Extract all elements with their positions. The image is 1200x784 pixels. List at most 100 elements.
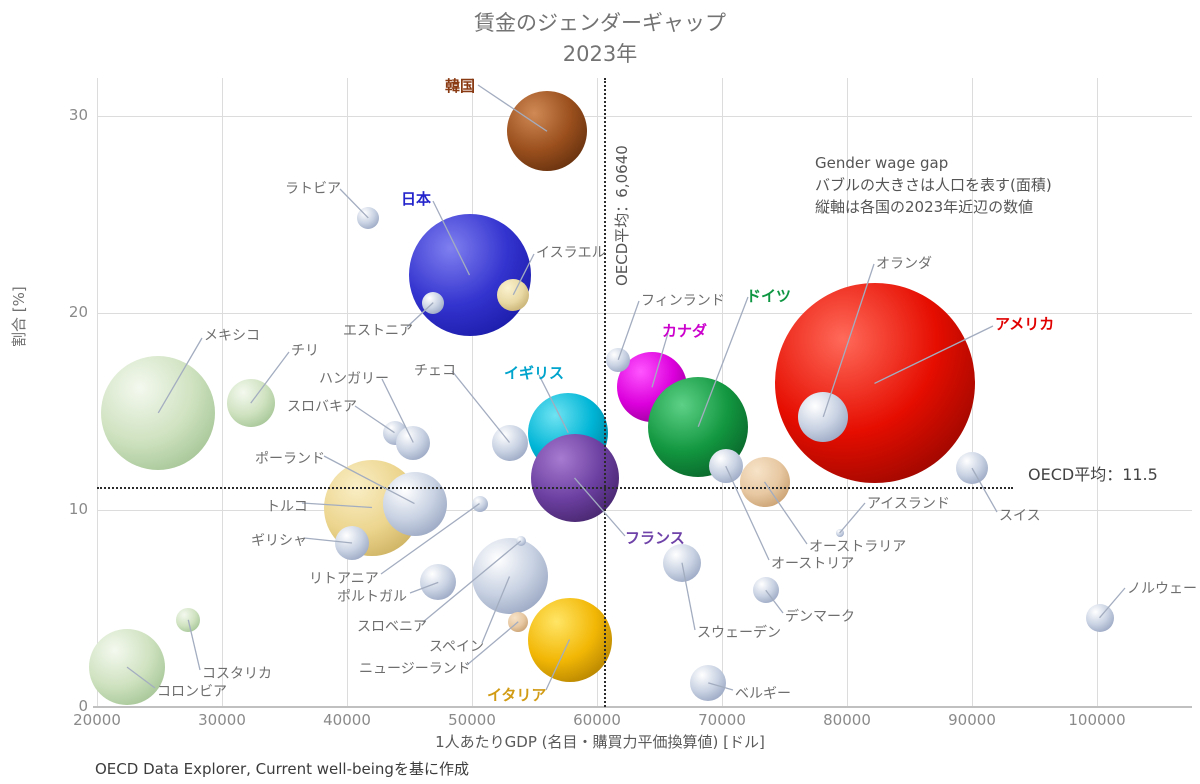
country-label-finland: フィンランド <box>641 293 725 309</box>
bubble-hungary <box>396 425 431 460</box>
bubble-chile <box>226 379 275 428</box>
annotation-line-1: Gender wage gap <box>815 154 949 172</box>
bubble-costarica <box>176 607 201 632</box>
bubble-usa <box>774 283 975 484</box>
country-label-iceland: アイスランド <box>867 496 950 512</box>
y-gridline <box>97 312 1192 314</box>
bubble-estonia <box>422 291 445 314</box>
bubble-austria <box>708 449 743 484</box>
country-label-turkey: トルコ <box>266 499 308 515</box>
x-gridline <box>472 78 473 707</box>
chart-title-line1: 賃金のジェンダーギャップ <box>474 11 726 35</box>
oecd-average-gap-label: OECD平均：11.5 <box>1028 465 1158 484</box>
bubble-switzerland <box>956 452 988 485</box>
x-axis-line <box>93 705 1192 708</box>
bubble-netherlands <box>798 391 849 442</box>
source-note: OECD Data Explorer, Current well-beingを基… <box>95 760 469 778</box>
bubble-greece <box>335 525 369 560</box>
country-label-germany: ドイツ <box>746 287 792 305</box>
country-label-greece: ギリシャ <box>251 533 307 549</box>
x-tick-label: 80000 <box>823 711 871 729</box>
country-label-netherlands: オランダ <box>876 256 932 272</box>
country-label-mexico: メキシコ <box>204 328 260 344</box>
country-label-estonia: エストニア <box>343 323 413 339</box>
country-label-japan: 日本 <box>401 190 432 208</box>
country-label-slovakia: スロバキア <box>287 399 357 415</box>
country-label-chile: チリ <box>291 343 319 359</box>
x-tick-label: 40000 <box>323 711 371 729</box>
x-tick-label: 50000 <box>448 711 496 729</box>
country-label-australia: オーストラリア <box>809 539 907 555</box>
chart-title-line2: 2023年 <box>562 42 638 66</box>
country-label-denmark: デンマーク <box>785 609 855 625</box>
x-tick-label: 20000 <box>73 711 121 729</box>
oecd-average-gap-line <box>97 487 1013 489</box>
country-label-czechia: チェコ <box>414 363 456 379</box>
x-tick-label: 70000 <box>698 711 746 729</box>
x-tick-label: 60000 <box>573 711 621 729</box>
bubble-japan <box>408 214 531 337</box>
country-label-belgium: ベルギー <box>735 686 791 702</box>
bubble-slovenia <box>515 536 526 547</box>
country-label-norway: ノルウェー <box>1127 581 1197 597</box>
country-label-korea: 韓国 <box>445 77 476 95</box>
country-label-sweden: スウェーデン <box>697 625 781 641</box>
bubble-mexico <box>101 355 216 470</box>
bubble-israel <box>497 278 530 311</box>
country-label-colombia: コロンビア <box>157 684 227 700</box>
bubble-colombia <box>89 629 165 706</box>
chart-annotation: Gender wage gap バブルの大きさは人口を表す(面積) 縦軸は各国の… <box>815 152 1052 218</box>
country-label-italy: イタリア <box>487 686 547 704</box>
country-label-lithuania: リトアニア <box>309 571 379 587</box>
country-label-france: フランス <box>625 529 685 547</box>
bubble-denmark <box>752 577 779 604</box>
x-gridline <box>222 78 223 707</box>
oecd-average-gdp-label: OECD平均：6,0640 <box>613 145 631 286</box>
bubble-poland <box>382 471 447 536</box>
bubble-czechia <box>491 424 528 461</box>
x-tick-label: 30000 <box>198 711 246 729</box>
country-label-spain: スペイン <box>429 639 485 655</box>
y-tick-label: 10 <box>68 499 88 518</box>
country-label-poland: ポーランド <box>255 451 325 467</box>
country-label-israel: イスラエル <box>536 245 606 261</box>
bubble-belgium <box>690 664 727 701</box>
bubble-australia <box>739 456 790 507</box>
bubble-korea <box>507 91 587 172</box>
bubble-latvia <box>357 206 380 229</box>
country-label-latvia: ラトビア <box>285 181 341 197</box>
country-label-hungary: ハンガリー <box>319 371 389 387</box>
country-label-costarica: コスタリカ <box>202 666 272 682</box>
country-label-slovenia: スロベニア <box>357 619 427 635</box>
y-gridline <box>97 115 1192 117</box>
leader-line-iceland <box>839 502 866 534</box>
y-tick-label: 20 <box>68 302 88 321</box>
country-label-austria: オーストリア <box>771 556 855 572</box>
bubble-newzealand <box>508 611 529 632</box>
x-gridline <box>1097 78 1098 707</box>
country-label-uk: イギリス <box>504 364 565 382</box>
y-tick-label: 0 <box>78 696 88 715</box>
x-gridline <box>347 78 348 707</box>
country-label-switzerland: スイス <box>999 508 1041 524</box>
x-tick-label: 90000 <box>948 711 996 729</box>
bubble-spain <box>471 538 548 615</box>
annotation-line-3: 縦軸は各国の2023年近辺の数値 <box>815 198 1034 216</box>
x-tick-label: 100000 <box>1068 711 1126 729</box>
bubble-sweden <box>663 543 701 582</box>
y-axis-title: 割合 [%] <box>10 286 28 347</box>
bubble-italy <box>527 597 612 682</box>
oecd-average-gdp-line <box>604 78 606 707</box>
country-label-usa: アメリカ <box>995 315 1055 333</box>
country-label-portugal: ポルトガル <box>337 589 407 605</box>
bubble-finland <box>606 347 631 372</box>
bubble-norway <box>1085 603 1114 632</box>
chart-title: 賃金のジェンダーギャップ 2023年 <box>0 8 1200 70</box>
bubble-lithuania <box>471 495 488 512</box>
y-gridline <box>97 509 1192 511</box>
x-axis-title: 1人あたりGDP (名目・購買力平価換算値) [ドル] <box>435 733 765 751</box>
x-gridline <box>597 78 598 707</box>
annotation-line-2: バブルの大きさは人口を表す(面積) <box>815 176 1052 194</box>
y-tick-label: 30 <box>68 105 88 124</box>
